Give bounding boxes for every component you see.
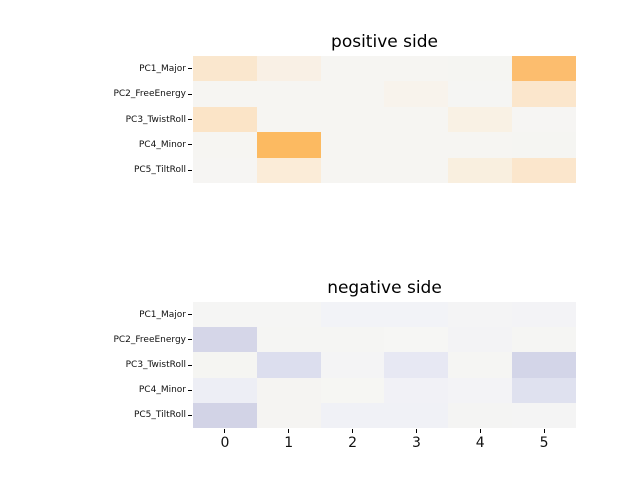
x-tick-label-negative-5: 5	[539, 435, 549, 451]
heatmap-cell-positive-r4c3	[384, 157, 449, 183]
y-tick-negative-4	[188, 414, 192, 416]
x-tick-label-negative-3: 3	[411, 435, 421, 451]
heatmap-cell-positive-r1c1	[256, 81, 321, 107]
heatmap-cell-negative-r4c4	[448, 402, 513, 428]
heatmap-cell-positive-r2c4	[448, 106, 513, 133]
y-tick-label-positive-3: PC4_Minor	[138, 139, 186, 150]
positive-chart-title: positive side	[331, 32, 438, 52]
y-tick-positive-4	[188, 169, 192, 171]
heatmap-cell-negative-r1c3	[384, 327, 449, 353]
heatmap-cell-negative-r2c2	[320, 352, 385, 378]
negative-chart-title: negative side	[327, 278, 442, 298]
heatmap-cell-negative-r3c4	[448, 377, 513, 403]
heatmap-cell-positive-r0c3	[384, 56, 449, 82]
heatmap-cell-positive-r4c5	[512, 157, 576, 183]
heatmap-cell-negative-r3c5	[512, 377, 576, 403]
heatmap-cell-positive-r1c3	[384, 81, 449, 107]
x-tick-label-negative-0: 0	[220, 435, 230, 451]
heatmap-cell-negative-r1c1	[256, 327, 321, 353]
heatmap-cell-negative-r4c3	[384, 402, 449, 428]
heatmap-cell-negative-r4c5	[512, 402, 576, 428]
y-tick-label-positive-2: PC3_TwistRoll	[125, 114, 186, 125]
heatmap-cell-positive-r3c1	[256, 132, 321, 158]
y-tick-negative-1	[188, 339, 192, 341]
y-tick-label-negative-3: PC4_Minor	[138, 385, 186, 396]
heatmap-cell-positive-r2c0	[193, 106, 257, 133]
heatmap-cell-negative-r1c0	[193, 327, 257, 353]
heatmap-cell-positive-r3c3	[384, 132, 449, 158]
heatmap-cell-negative-r4c0	[193, 402, 257, 428]
y-tick-positive-1	[188, 93, 192, 95]
heatmap-cell-negative-r2c4	[448, 352, 513, 378]
y-tick-label-negative-2: PC3_TwistRoll	[125, 360, 186, 370]
x-tick-negative-0	[224, 429, 226, 433]
heatmap-cell-negative-r2c3	[384, 352, 449, 378]
heatmap-cell-negative-r0c3	[384, 302, 449, 328]
heatmap-cell-positive-r2c1	[256, 106, 321, 133]
x-tick-label-negative-2: 2	[348, 435, 358, 451]
heatmap-cell-positive-r4c1	[256, 157, 321, 183]
heatmap-cell-negative-r0c5	[512, 302, 576, 328]
heatmap-cell-positive-r3c2	[320, 132, 385, 158]
heatmap-cell-negative-r2c0	[193, 352, 257, 378]
x-tick-negative-4	[479, 429, 481, 433]
heatmap-cell-negative-r2c5	[512, 352, 576, 378]
heatmap-cell-positive-r2c3	[384, 106, 449, 133]
heatmap-cell-negative-r0c1	[256, 302, 321, 328]
heatmap-cell-positive-r1c4	[448, 81, 513, 107]
heatmap-cell-positive-r4c4	[448, 157, 513, 183]
heatmap-cell-negative-r0c4	[448, 302, 513, 328]
y-tick-label-negative-4: PC5_TiltRoll	[133, 410, 186, 421]
heatmap-cell-positive-r3c4	[448, 132, 513, 158]
x-tick-label-negative-4: 4	[475, 435, 485, 451]
y-tick-label-positive-1: PC2_FreeEnergy	[113, 89, 186, 100]
y-tick-negative-0	[188, 314, 192, 316]
heatmap-cell-negative-r3c3	[384, 377, 449, 403]
heatmap-cell-negative-r0c2	[320, 302, 385, 328]
positive-heatmap	[193, 56, 576, 183]
x-tick-negative-5	[543, 429, 545, 433]
heatmap-cell-positive-r2c2	[320, 106, 385, 133]
x-tick-negative-3	[415, 429, 417, 433]
heatmap-cell-negative-r0c0	[193, 302, 257, 328]
heatmap-cell-positive-r1c0	[193, 81, 257, 107]
y-tick-negative-3	[188, 389, 192, 391]
heatmap-cell-positive-r0c4	[448, 56, 513, 82]
x-tick-negative-1	[288, 429, 290, 433]
heatmap-cell-negative-r4c2	[320, 402, 385, 428]
y-tick-label-positive-0: PC1_Major	[139, 63, 186, 74]
heatmap-cell-positive-r0c1	[256, 56, 321, 82]
heatmap-cell-negative-r2c1	[256, 352, 321, 378]
heatmap-cell-positive-r0c0	[193, 56, 257, 82]
y-tick-label-positive-4: PC5_TiltRoll	[133, 165, 186, 176]
heatmap-cell-negative-r3c0	[193, 377, 257, 403]
heatmap-cell-positive-r4c2	[320, 157, 385, 183]
heatmap-cell-positive-r1c5	[512, 81, 576, 107]
heatmap-cell-positive-r2c5	[512, 106, 576, 133]
y-tick-positive-3	[188, 144, 192, 146]
heatmap-cell-negative-r1c4	[448, 327, 513, 353]
heatmap-cell-negative-r3c2	[320, 377, 385, 403]
heatmap-cell-positive-r3c0	[193, 132, 257, 158]
heatmap-cell-positive-r0c2	[320, 56, 385, 82]
x-tick-negative-2	[352, 429, 354, 433]
heatmap-cell-negative-r3c1	[256, 377, 321, 403]
heatmap-cell-positive-r1c2	[320, 81, 385, 107]
heatmap-cell-positive-r4c0	[193, 157, 257, 183]
y-tick-label-negative-0: PC1_Major	[139, 309, 186, 320]
heatmap-cell-positive-r0c5	[512, 56, 576, 82]
heatmap-cell-negative-r1c2	[320, 327, 385, 353]
heatmap-cell-positive-r3c5	[512, 132, 576, 158]
x-tick-label-negative-1: 1	[284, 435, 294, 451]
y-tick-label-negative-1: PC2_FreeEnergy	[113, 334, 186, 345]
heatmap-cell-negative-r4c1	[256, 402, 321, 428]
heatmap-cell-negative-r1c5	[512, 327, 576, 353]
y-tick-negative-2	[188, 364, 192, 366]
y-tick-positive-0	[188, 68, 192, 70]
negative-heatmap	[193, 302, 576, 428]
y-tick-positive-2	[188, 119, 192, 120]
